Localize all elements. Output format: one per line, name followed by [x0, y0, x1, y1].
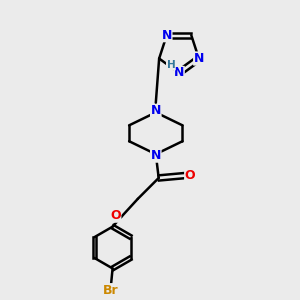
- Text: N: N: [161, 29, 172, 42]
- Text: H: H: [167, 60, 175, 70]
- Text: O: O: [110, 209, 121, 222]
- Text: Br: Br: [103, 284, 118, 297]
- Text: N: N: [151, 104, 161, 118]
- Text: N: N: [174, 67, 184, 80]
- Text: N: N: [151, 149, 161, 162]
- Text: N: N: [194, 52, 204, 65]
- Text: O: O: [185, 169, 195, 182]
